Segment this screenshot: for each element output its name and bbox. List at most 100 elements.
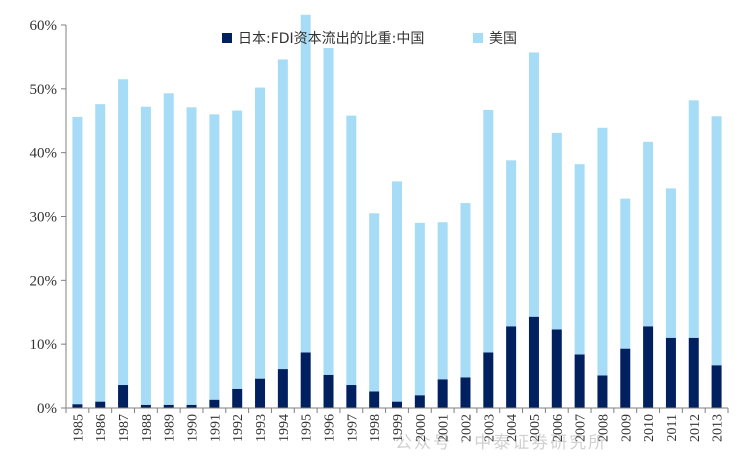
bar-usa-2006 (551, 132, 562, 330)
legend: 日本:FDI资本流出的比重:中国 美国 (222, 31, 517, 47)
x-tick-label: 1989 (163, 414, 178, 442)
x-tick-label: 2005 (528, 414, 543, 442)
bar-china-1996 (323, 374, 334, 408)
x-tick-label: 1990 (186, 414, 201, 442)
bar-usa-1996 (323, 47, 334, 375)
y-tick-label: 50% (30, 82, 58, 98)
bar-usa-1994 (277, 59, 288, 370)
bar-usa-2005 (528, 52, 539, 317)
bar-usa-1986 (95, 104, 106, 402)
bar-usa-2004 (506, 160, 517, 327)
y-tick-label: 60% (30, 18, 58, 34)
bar-china-2008 (597, 375, 608, 408)
x-tick-label: 1986 (94, 414, 109, 442)
x-tick-label: 1998 (368, 414, 383, 442)
x-tick-label: 2003 (482, 414, 497, 442)
bar-usa-1999 (392, 181, 402, 402)
bar-usa-2002 (460, 203, 471, 378)
x-tick-label: 2009 (619, 414, 634, 442)
bars (72, 14, 722, 408)
bar-china-2009 (620, 348, 631, 408)
bar-china-1995 (300, 352, 311, 408)
x-tick-label: 1994 (277, 414, 292, 442)
bar-china-1994 (277, 369, 288, 408)
bar-china-1991 (209, 399, 220, 408)
x-tick-label: 2011 (665, 414, 680, 441)
y-tick-label: 10% (30, 337, 58, 353)
bar-usa-1998 (369, 213, 380, 392)
bar-china-2000 (414, 395, 425, 408)
bar-china-1988 (140, 404, 151, 408)
y-tick-label: 20% (30, 273, 58, 289)
legend-swatch-usa (473, 33, 483, 43)
x-tick-label: 1995 (300, 414, 315, 442)
bar-usa-2007 (574, 164, 585, 355)
y-axis: 0% 10% 20% 30% 40% 50% 60% (30, 18, 67, 417)
bar-usa-1988 (140, 106, 151, 405)
x-tick-label: 2006 (551, 414, 566, 442)
bar-usa-1991 (209, 114, 220, 400)
bar-china-2001 (437, 379, 448, 408)
bar-usa-1997 (346, 115, 357, 386)
bar-usa-1985 (72, 116, 83, 405)
y-tick-label: 40% (30, 146, 58, 162)
x-tick-label: 1993 (254, 414, 269, 442)
x-tick-label: 2007 (574, 414, 589, 442)
x-tick-label: 1997 (345, 414, 360, 442)
bar-usa-2000 (414, 222, 425, 396)
bar-china-2003 (483, 352, 494, 408)
x-tick-label: 2001 (437, 414, 452, 442)
bar-china-1992 (232, 388, 243, 408)
x-tick-label: 1988 (140, 414, 155, 442)
x-tick-label: 1991 (208, 414, 223, 442)
bar-china-2004 (506, 326, 517, 408)
bar-china-2007 (574, 354, 585, 408)
legend-swatch-china (222, 33, 232, 43)
y-tick-label: 0% (37, 401, 57, 417)
bar-usa-2010 (643, 141, 654, 327)
bar-usa-2012 (688, 100, 699, 338)
bar-china-2011 (665, 337, 676, 408)
bar-usa-1989 (163, 93, 174, 405)
bar-usa-2003 (483, 109, 494, 353)
bar-usa-1990 (186, 107, 197, 405)
bar-usa-1987 (118, 79, 129, 386)
x-tick-label: 1987 (117, 414, 132, 442)
bar-china-2010 (643, 326, 654, 408)
x-tick-label: 1996 (323, 414, 338, 442)
bar-china-1989 (163, 404, 174, 408)
bar-usa-2008 (597, 127, 608, 376)
x-tick-label: 2004 (505, 414, 520, 442)
x-tick-label: 2010 (642, 414, 657, 442)
x-tick-label: 2012 (688, 414, 703, 442)
x-axis: 1985 1986 1987 1988 1989 1990 1991 1992 1993 1994… (65, 407, 729, 442)
bar-china-1985 (72, 404, 83, 408)
bar-china-1997 (346, 385, 357, 408)
x-tick-label: 1999 (391, 414, 406, 442)
bar-usa-1993 (255, 87, 266, 379)
x-tick-label: 1992 (231, 414, 246, 442)
x-tick-label: 1985 (71, 414, 86, 442)
bar-china-2005 (528, 316, 539, 408)
bar-china-2013 (711, 365, 722, 408)
bar-usa-2013 (711, 116, 722, 366)
bar-china-1999 (392, 401, 402, 408)
legend-label-china: 日本:FDI资本流出的比重:中国 (238, 31, 424, 47)
x-tick-label: 2008 (596, 414, 611, 442)
watermark: 公众号 · 中泰证券研究所 (395, 433, 608, 453)
bar-china-1986 (95, 401, 106, 408)
x-tick-label: 2002 (459, 414, 474, 442)
legend-label-usa: 美国 (489, 31, 517, 47)
bar-china-2012 (688, 337, 699, 408)
bar-usa-2001 (437, 222, 448, 380)
bar-usa-2011 (665, 188, 676, 338)
bar-china-2006 (551, 329, 562, 408)
bar-china-2002 (460, 377, 471, 408)
bar-usa-1995 (300, 14, 311, 353)
bar-usa-1992 (232, 110, 243, 389)
bar-china-1990 (186, 404, 197, 408)
y-tick-label: 30% (30, 210, 58, 226)
bar-china-1993 (255, 378, 266, 408)
bar-usa-2009 (620, 198, 631, 349)
